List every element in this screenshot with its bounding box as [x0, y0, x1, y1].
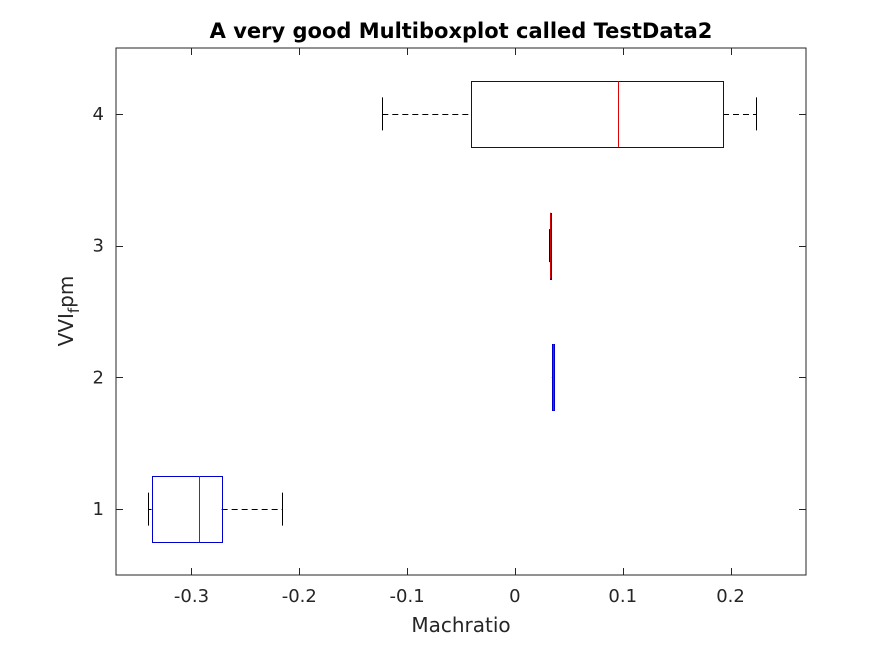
- x-tick-label: 0.2: [716, 586, 745, 607]
- x-tick-label: 0: [509, 586, 520, 607]
- y-tick-label: 1: [93, 499, 104, 520]
- box-group-3: [549, 212, 552, 280]
- y-axis-label: VVIfpm: [54, 276, 83, 347]
- chart-title: A very good Multiboxplot called TestData…: [210, 19, 713, 43]
- x-axis-label: Machratio: [411, 613, 510, 637]
- y-axis-label-base: VVI: [54, 313, 78, 346]
- y-axis-label-suffix: pm: [54, 276, 78, 308]
- box-group-2: [552, 344, 555, 411]
- y-tick-label: 2: [93, 367, 104, 388]
- x-tick-label: -0.2: [282, 586, 317, 607]
- y-axis-label-subscript: f: [65, 307, 83, 313]
- x-tick-label: -0.3: [174, 586, 209, 607]
- box-group-1: [148, 476, 283, 543]
- box-iqr: [471, 81, 724, 148]
- box-group-4: [382, 80, 757, 148]
- y-tick-label: 4: [93, 104, 104, 125]
- box-series: [148, 80, 757, 543]
- x-axis-ticks: -0.3 -0.2 -0.1 0 0.1 0.2: [174, 48, 745, 607]
- y-axis-ticks: 1 2 3 4: [93, 104, 806, 520]
- x-tick-label: 0.1: [608, 586, 637, 607]
- box-iqr: [152, 476, 223, 543]
- plot-area: [115, 47, 807, 576]
- x-tick-label: -0.1: [390, 586, 425, 607]
- y-tick-label: 3: [93, 236, 104, 257]
